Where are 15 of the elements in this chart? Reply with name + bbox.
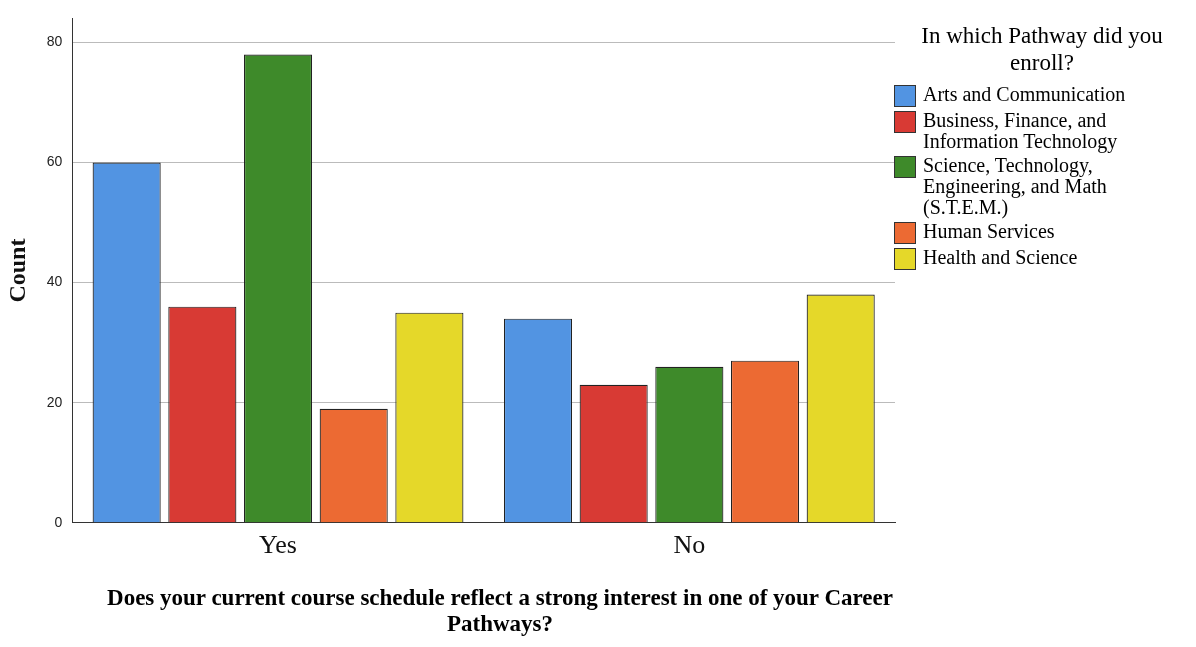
x-tick-label: No bbox=[673, 530, 706, 560]
y-tick-label: 80 bbox=[46, 33, 63, 50]
y-axis-title: Count bbox=[3, 238, 30, 303]
legend-label: Science, Technology, Engineering, and Math (S.T.E.M.) bbox=[923, 154, 1108, 218]
x-axis-title: Does your current course schedule reflect a strong interest in one of your Career Pathways? bbox=[106, 585, 894, 637]
y-tick-label: 60 bbox=[46, 153, 63, 170]
y-tick-label: 0 bbox=[54, 513, 63, 530]
x-tick-label: Yes bbox=[259, 530, 297, 560]
y-tick-label: 20 bbox=[46, 393, 63, 410]
legend-label: Arts and Communication bbox=[923, 83, 1126, 105]
legend-label: Business, Finance, and Information Technology bbox=[923, 109, 1119, 152]
y-tick-label: 40 bbox=[46, 273, 63, 290]
legend-label: Human Services bbox=[923, 220, 1055, 242]
legend-label: Health and Science bbox=[923, 246, 1078, 268]
legend-title: In which Pathway did you enroll? bbox=[920, 22, 1164, 76]
